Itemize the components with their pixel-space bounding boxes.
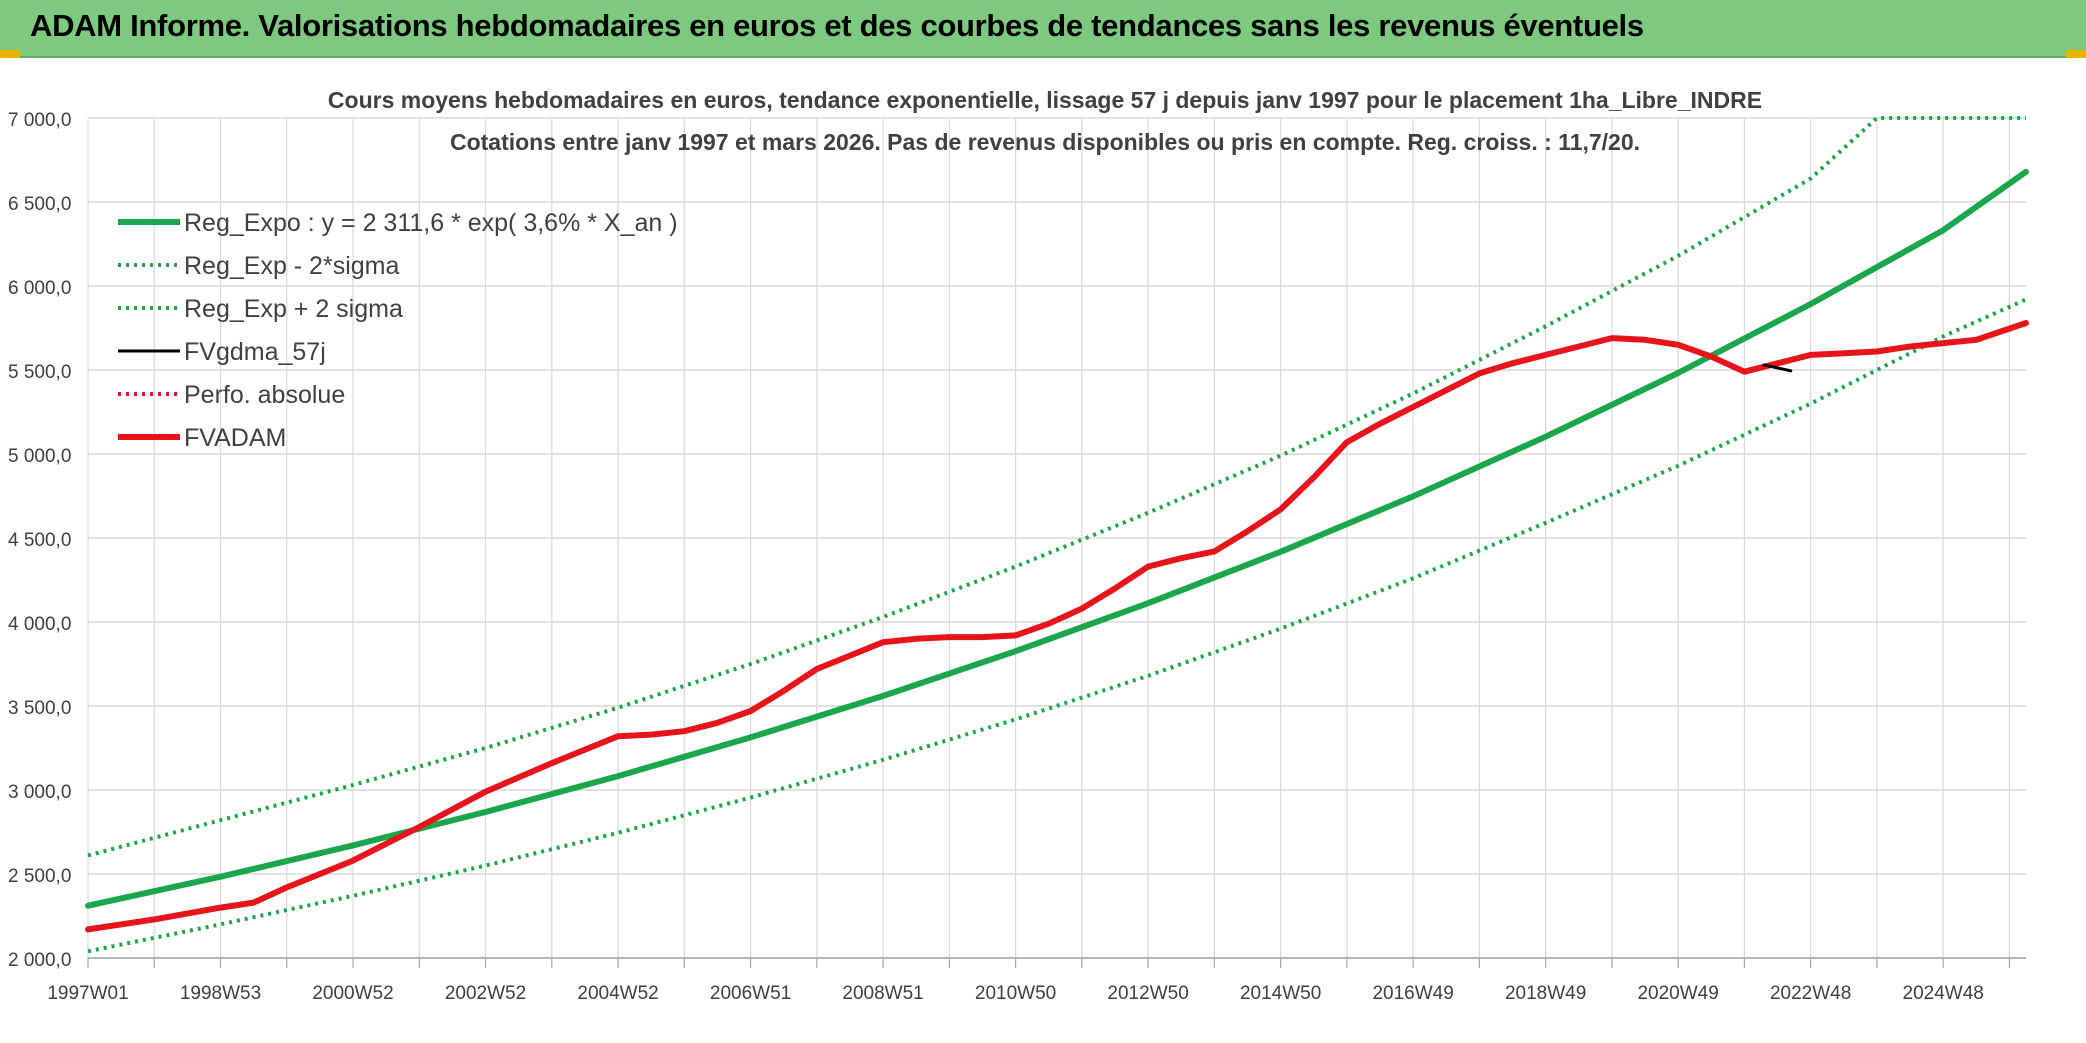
x-tick-label: 2000W52 [312,983,393,1004]
y-tick-label: 7 000,0 [8,110,71,131]
y-tick-label: 3 000,0 [8,782,71,803]
y-tick-label: 2 000,0 [8,950,71,971]
line-chart: 2 000,0 2 500,0 3 000,0 3 500,0 4 000,0 4 500… [8,87,2029,1004]
x-tick-label: 2006W51 [710,983,791,1004]
chart-subtitle: Cotations entre janv 1997 et mars 2026. … [450,129,1640,155]
legend-label: Reg_Expo : y = 2 311,6 * exp( 3,6% * X_a… [184,209,678,237]
x-tick-label: 1997W01 [47,983,128,1004]
x-tick-label: 2024W48 [1903,983,1984,1004]
y-tick-label: 6 500,0 [8,194,71,215]
banner-title: ADAM Informe. Valorisations hebdomadaire… [30,8,1644,43]
x-tick-label: 2016W49 [1372,983,1453,1004]
chart-legend: Reg_Expo : y = 2 311,6 * exp( 3,6% * X_a… [118,209,678,452]
legend-label: Reg_Exp - 2*sigma [184,252,399,280]
y-tick-label: 3 500,0 [8,698,71,719]
y-tick-label: 6 000,0 [8,278,71,299]
legend-label: Perfo. absolue [184,381,345,409]
series-line-fvadam [85,320,2029,933]
y-tick-label: 5 000,0 [8,446,71,467]
legend-label: Reg_Exp + 2 sigma [184,295,403,323]
x-tick-label: 2002W52 [445,983,526,1004]
chart-title: Cours moyens hebdomadaires en euros, ten… [328,87,1762,113]
x-tick-label: 2008W51 [842,983,923,1004]
series-lines [85,116,2029,954]
corner-marker-left [0,50,20,58]
x-tick-label: 1998W53 [180,983,261,1004]
x-tick-label: 2012W50 [1107,983,1188,1004]
legend-label: FVADAM [184,424,286,452]
corner-marker-right [2066,50,2086,58]
x-tick-label: 2010W50 [975,983,1056,1004]
x-tick-label: 2014W50 [1240,983,1321,1004]
x-tick-label: 2004W52 [577,983,658,1004]
chart-area: 2 000,0 2 500,0 3 000,0 3 500,0 4 000,0 4 500… [0,58,2086,1038]
y-tick-label: 4 000,0 [8,614,71,635]
x-tick-label: 2020W49 [1637,983,1718,1004]
y-axis-ticks: 2 000,0 2 500,0 3 000,0 3 500,0 4 000,0 4 500… [8,110,71,971]
x-tick-label: 2018W49 [1505,983,1586,1004]
series-line-reg-exp-2-sigma [87,297,2027,954]
x-tick-label: 2022W48 [1770,983,1851,1004]
y-tick-label: 5 500,0 [8,362,71,383]
series-line-fvgdma-57j [1762,363,1793,373]
y-tick-label: 4 500,0 [8,530,71,551]
y-tick-label: 2 500,0 [8,866,71,887]
legend-label: FVgdma_57j [184,338,326,366]
title-banner: ADAM Informe. Valorisations hebdomadaire… [0,0,2086,58]
x-axis-ticks: 1997W01 1998W53 2000W52 2002W52 2004W52 2006W… [47,983,1984,1004]
